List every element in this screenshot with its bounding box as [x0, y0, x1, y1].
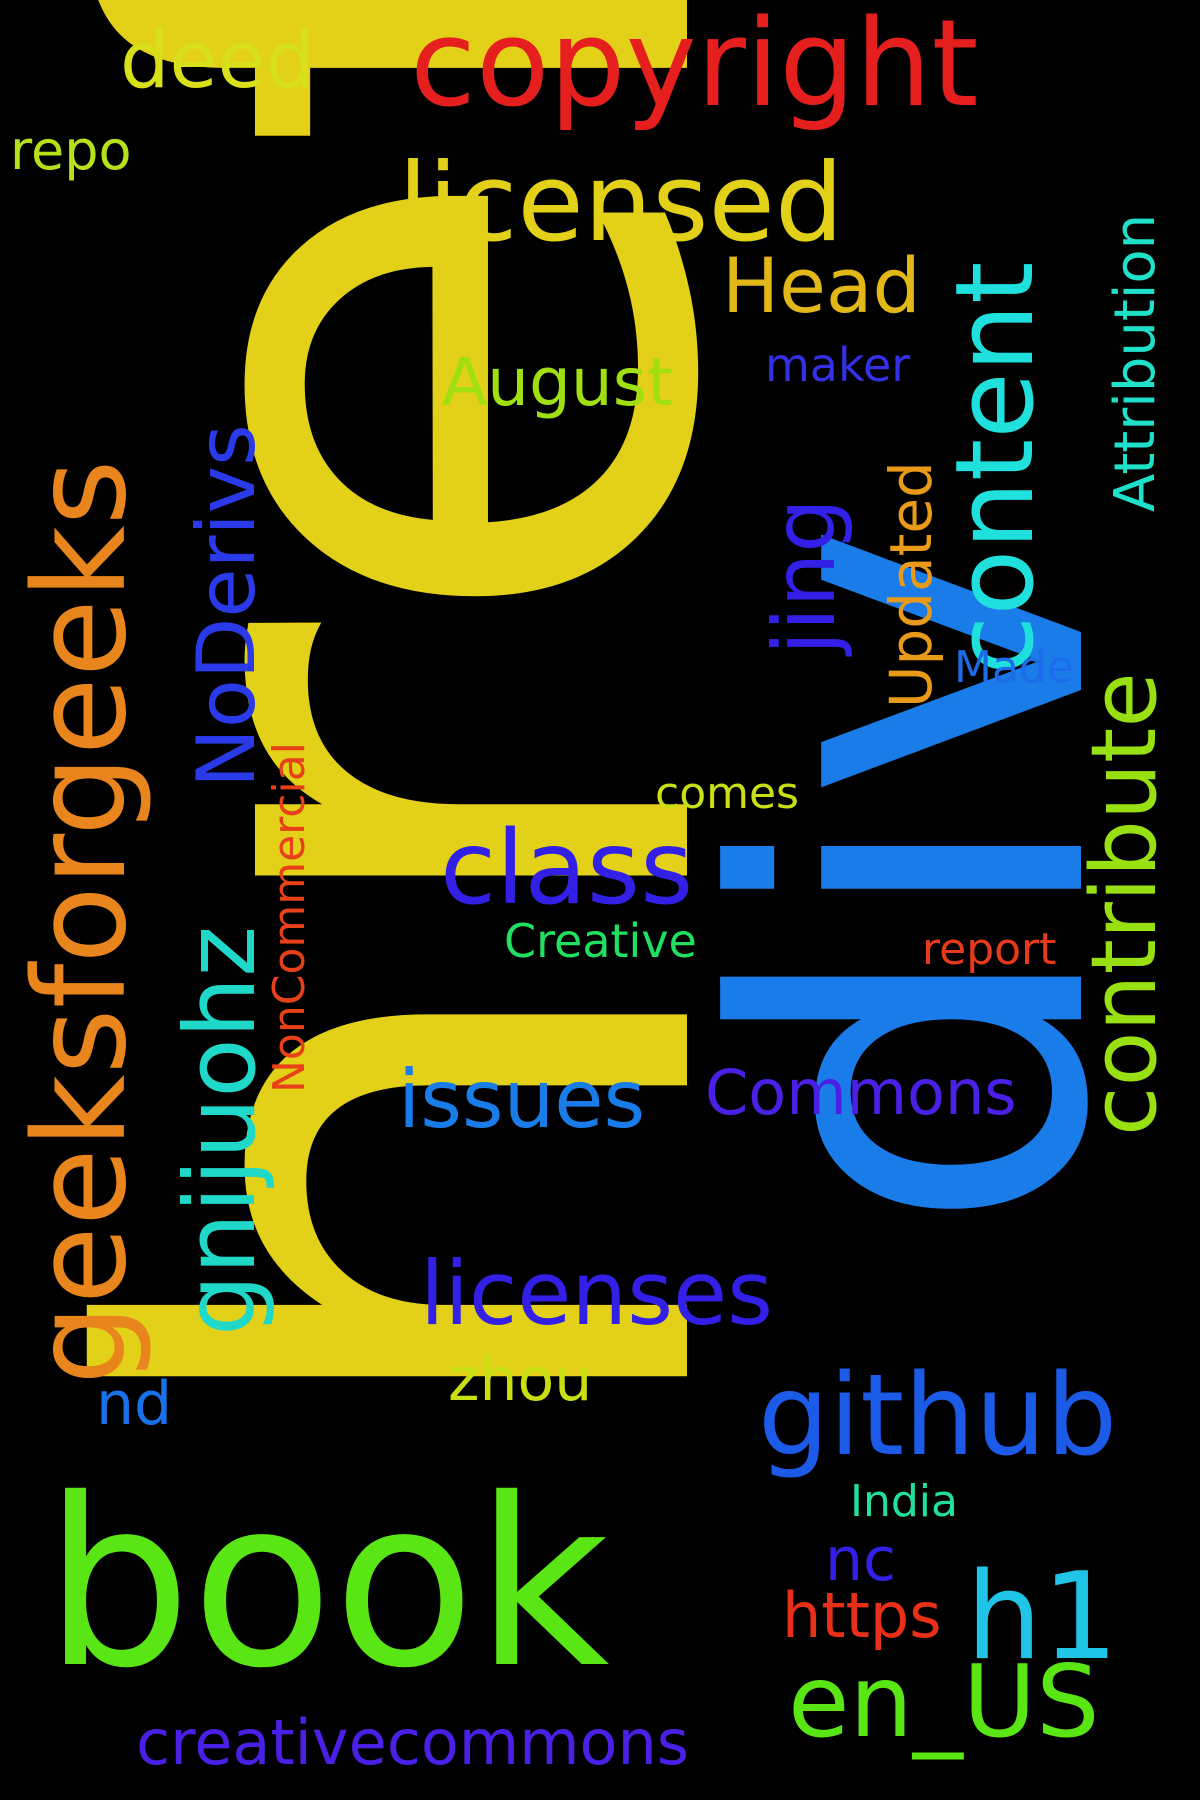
word-commons: Commons — [705, 1056, 1017, 1129]
word-h1: h1 — [966, 1548, 1119, 1687]
word-jing: jing — [755, 498, 855, 655]
word-comes: comes — [655, 768, 799, 819]
word-book: book — [44, 1449, 610, 1719]
word-copyright: copyright — [410, 0, 979, 134]
word-attribution: Attribution — [1103, 213, 1168, 512]
word-content: content — [933, 261, 1058, 676]
word-made: Made — [954, 642, 1074, 693]
word-issues: issues — [398, 1053, 646, 1146]
word-geeksforgeeks: geeksforgeeks — [6, 459, 154, 1385]
word-creativecommons: creativecommons — [136, 1706, 690, 1779]
word-report: report — [922, 924, 1057, 975]
word-repo: repo — [10, 119, 132, 182]
word-en-us: en_US — [788, 1643, 1100, 1760]
word-head: Head — [722, 241, 921, 330]
word-creative: Creative — [504, 914, 697, 968]
word-contribute: contribute — [1072, 672, 1177, 1136]
word-noncommercial: NonCommercial — [264, 742, 315, 1093]
word-updated: Updated — [877, 461, 945, 708]
word-noderivs: NoDerivs — [180, 424, 273, 788]
word-licensed: licensed — [398, 141, 844, 266]
word-class: class — [440, 809, 694, 928]
word-deed: deed — [120, 16, 315, 106]
word-gnijuohz: gnijuohz — [164, 925, 277, 1336]
word-licenses: licenses — [420, 1242, 774, 1345]
word-nd: nd — [96, 1369, 173, 1439]
word-github: github — [758, 1351, 1118, 1481]
word-india: India — [850, 1476, 958, 1527]
word-nc: nc — [825, 1525, 897, 1595]
word-maker: maker — [765, 338, 911, 392]
word-august: August — [442, 344, 673, 421]
word-https: https — [782, 1579, 942, 1652]
word-zhou: zhou — [448, 1345, 593, 1415]
